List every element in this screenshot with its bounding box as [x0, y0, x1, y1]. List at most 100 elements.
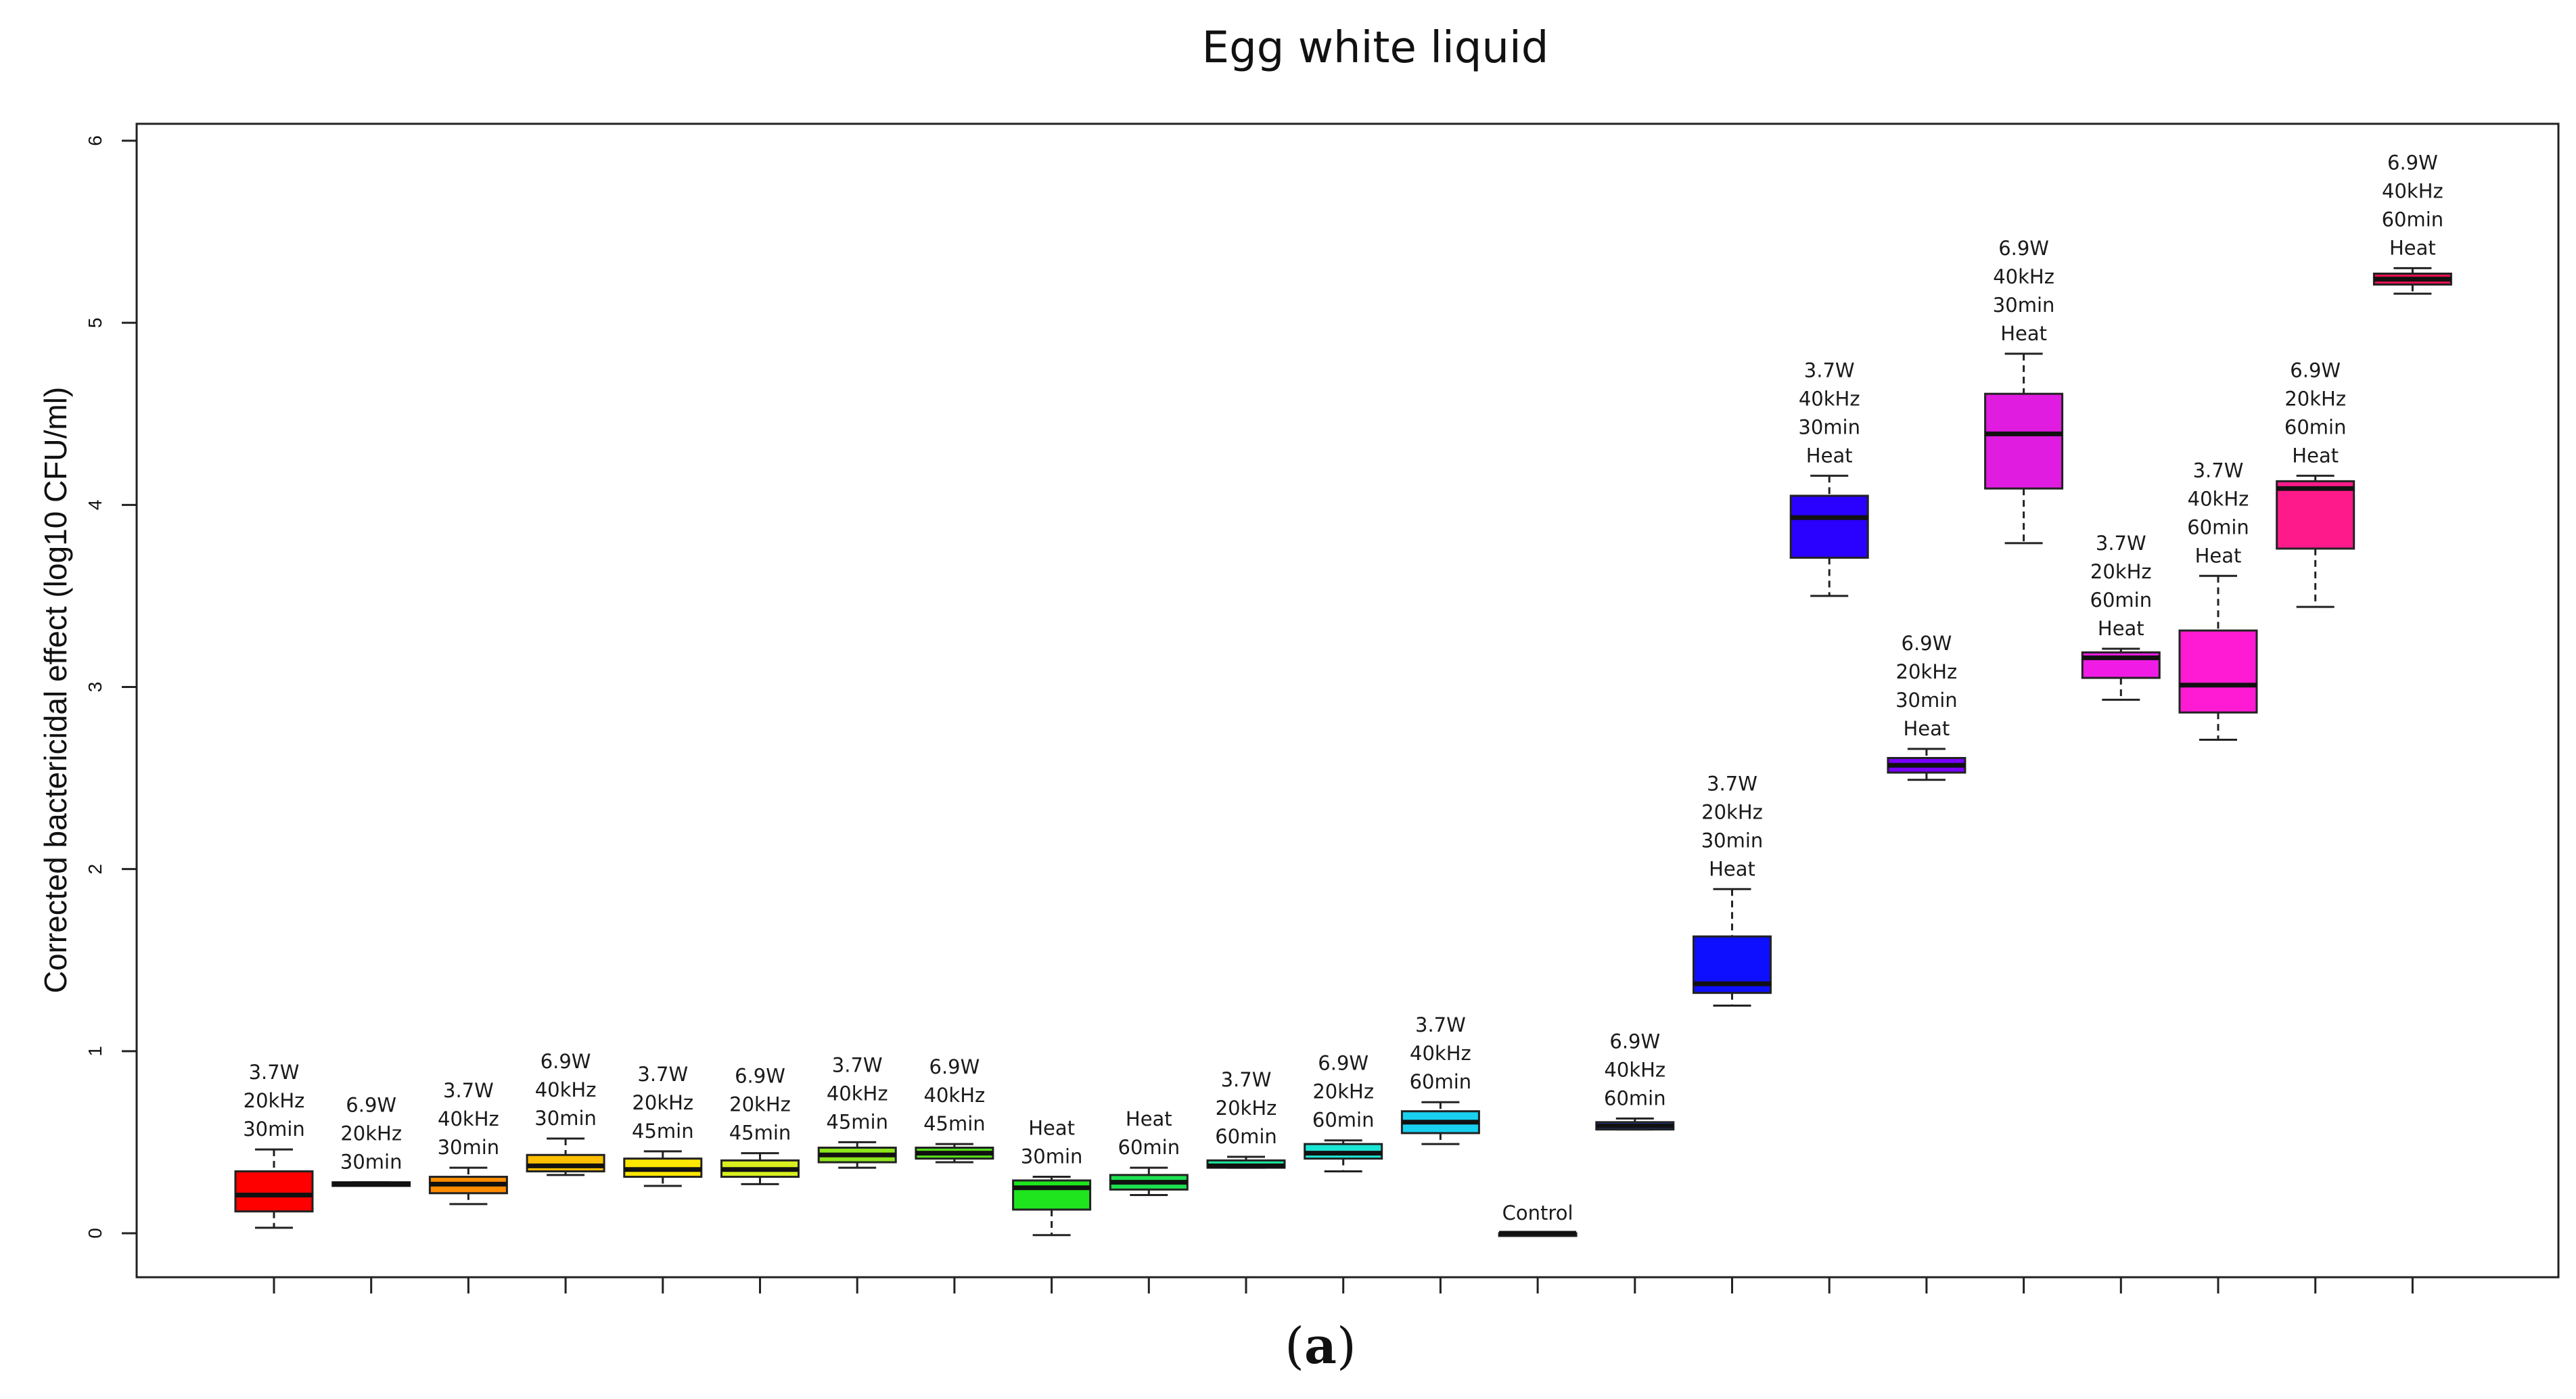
- box-label-line: Heat: [1904, 717, 1950, 740]
- box-label-line: 6.9W: [540, 1050, 591, 1073]
- box-label-line: 45min: [632, 1120, 694, 1143]
- box-label-line: 20kHz: [1312, 1080, 1374, 1103]
- box-label-line: 20kHz: [1896, 660, 1958, 683]
- panel-caption: (a): [1285, 1317, 1356, 1375]
- box-label-line: 60min: [2284, 415, 2347, 438]
- box-item: 3.7W 40kHz 30min: [428, 1079, 508, 1206]
- box-label-line: 20kHz: [729, 1093, 791, 1116]
- box-item: 3.7W 20kHz 60min Heat: [2081, 532, 2161, 701]
- box-label-line: 60min: [1312, 1109, 1375, 1132]
- chart-title: Egg white liquid: [1202, 23, 1549, 73]
- y-tick-label: 2: [85, 864, 106, 875]
- box-label-line: 40kHz: [535, 1078, 597, 1101]
- box-label-line: 6.9W: [2387, 151, 2438, 174]
- box-item: 6.9W 40kHz 30min Heat: [1984, 237, 2064, 545]
- box-label-line: 6.9W: [929, 1055, 980, 1078]
- box-iqr: [1984, 392, 2064, 490]
- box-label-line: 45min: [923, 1112, 986, 1135]
- box-label-line: 30min: [340, 1151, 402, 1174]
- box-label-line: 30min: [1021, 1145, 1083, 1168]
- box-label-line: 60min: [2187, 515, 2249, 538]
- box-label-line: 6.9W: [735, 1065, 785, 1088]
- box-label-line: 20kHz: [1216, 1097, 1277, 1120]
- box-label-line: Control: [1502, 1201, 1573, 1224]
- box-label-line: 30min: [438, 1136, 500, 1159]
- box-label-line: 40kHz: [1410, 1042, 1471, 1065]
- box-label-line: 20kHz: [340, 1122, 402, 1145]
- box-label-line: 30min: [243, 1118, 305, 1141]
- box-label-line: 6.9W: [1902, 632, 1952, 655]
- box-label-line: 30min: [534, 1107, 597, 1130]
- box-label-line: 30min: [1798, 415, 1860, 438]
- box-label-line: 40kHz: [1604, 1058, 1665, 1081]
- box-label-line: 60min: [1410, 1070, 1472, 1093]
- box-label-line: 30min: [1895, 689, 1958, 712]
- box-label-line: Heat: [2292, 444, 2339, 467]
- box-iqr: [1012, 1179, 1092, 1211]
- y-tick-label: 1: [85, 1046, 106, 1057]
- box-label-line: 40kHz: [827, 1082, 888, 1105]
- y-axis-ticks: 0 1 2 3 4 5 6: [85, 135, 137, 1239]
- box-label-line: 40kHz: [924, 1084, 986, 1107]
- box-label-line: 30min: [1701, 829, 1764, 852]
- box-item: 3.7W 40kHz 60min: [1400, 1013, 1480, 1145]
- box-label-line: 40kHz: [438, 1107, 499, 1130]
- box-iqr: [2178, 629, 2258, 714]
- box-label-line: 3.7W: [249, 1061, 300, 1084]
- box-item: 6.9W 20kHz 45min: [720, 1065, 800, 1185]
- box-item: 3.7W 20kHz 30min: [234, 1061, 314, 1229]
- box-label-line: Heat: [2195, 544, 2242, 567]
- box-label-line: 3.7W: [443, 1079, 494, 1102]
- box-label-line: 40kHz: [2188, 487, 2249, 510]
- box-iqr: [1789, 495, 1869, 559]
- box-label-line: 3.7W: [2096, 532, 2146, 555]
- box-item: 6.9W 20kHz 30min Heat: [1887, 632, 1967, 781]
- box-iqr: [234, 1170, 314, 1213]
- y-tick-label: 6: [85, 135, 106, 146]
- box-label-line: Heat: [1126, 1107, 1172, 1130]
- box-label-line: 60min: [1118, 1136, 1180, 1159]
- boxes-group: 3.7W 20kHz 30min 6.9W 20kHz 30min 3.7W 40kHz 30m…: [234, 151, 2452, 1237]
- box-label-line: 30min: [1993, 294, 2055, 317]
- box-item: 3.7W 20kHz 45min: [623, 1063, 703, 1187]
- box-label-line: 20kHz: [244, 1089, 305, 1112]
- box-item: 3.7W 40kHz 30min Heat: [1789, 359, 1869, 597]
- caption-letter: a: [1304, 1317, 1337, 1375]
- box-label-line: 3.7W: [1707, 772, 1757, 795]
- box-label-line: Heat: [1709, 857, 1755, 880]
- box-label-line: 20kHz: [1701, 800, 1763, 823]
- box-label-line: 6.9W: [1318, 1052, 1368, 1075]
- box-iqr: [2276, 480, 2355, 550]
- box-label-line: 6.9W: [2290, 359, 2341, 382]
- y-tick-label: 3: [85, 682, 106, 693]
- box-label-line: 6.9W: [1609, 1030, 1660, 1053]
- box-label-line: 6.9W: [346, 1094, 396, 1117]
- box-label-line: 3.7W: [832, 1053, 883, 1076]
- box-label-line: 6.9W: [1998, 237, 2049, 260]
- box-label-line: 60min: [1215, 1125, 1277, 1148]
- box-label-line: 40kHz: [1993, 265, 2054, 288]
- box-item: 6.9W 40kHz 60min Heat: [2372, 151, 2452, 295]
- box-item: Control: [1498, 1201, 1578, 1237]
- box-label-line: Heat: [1028, 1117, 1075, 1140]
- box-item: 3.7W 40kHz 45min: [817, 1053, 897, 1169]
- box-item: 6.9W 20kHz 30min: [331, 1094, 411, 1187]
- box-label-line: 60min: [2090, 589, 2153, 612]
- box-item: 6.9W 20kHz 60min Heat: [2276, 359, 2355, 608]
- box-label-line: 20kHz: [2284, 387, 2346, 410]
- box-label-line: 45min: [729, 1122, 791, 1145]
- box-label-line: Heat: [2098, 617, 2144, 640]
- box-item: 6.9W 40kHz 30min: [526, 1050, 605, 1176]
- y-tick-label: 0: [85, 1228, 106, 1239]
- y-axis-label: Corrected bactericidal effect (log10 CFU…: [38, 387, 73, 993]
- box-label-line: 20kHz: [632, 1091, 693, 1114]
- box-item: 6.9W 40kHz 45min: [915, 1055, 994, 1164]
- box-label-line: 45min: [826, 1110, 888, 1133]
- box-label-line: 40kHz: [2382, 179, 2443, 202]
- plot-frame: [135, 122, 2560, 1279]
- box-label-line: 20kHz: [2090, 560, 2152, 583]
- y-tick-label: 5: [85, 317, 106, 328]
- box-label-line: 3.7W: [2193, 459, 2244, 482]
- x-axis-ticks: [273, 1277, 2414, 1293]
